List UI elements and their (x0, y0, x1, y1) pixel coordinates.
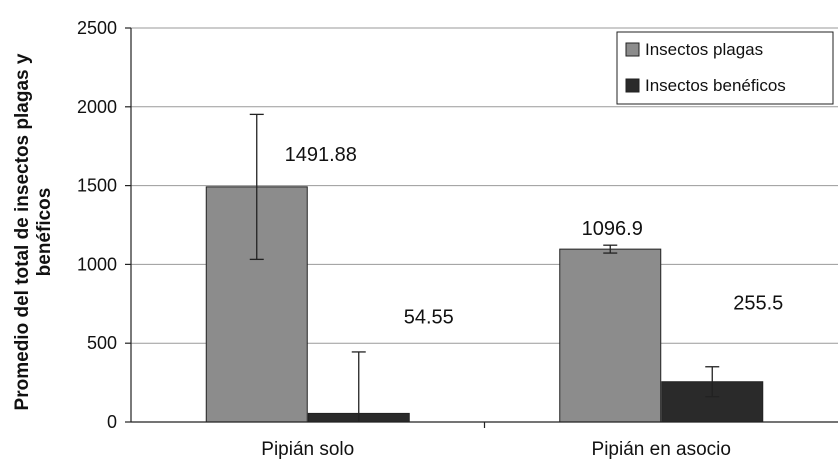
y-tick-label: 0 (107, 412, 117, 432)
data-label: 255.5 (733, 293, 783, 315)
y-axis-label-line-1: Promedio del total de insectos plagas y (12, 53, 33, 410)
y-tick-labels: 0 500 1000 1500 2000 2500 (77, 18, 117, 432)
data-label: 1491.88 (285, 144, 357, 166)
data-label: 1096.9 (582, 218, 643, 240)
x-category-label: Pipián en asocio (592, 439, 731, 460)
bars (205, 186, 764, 423)
y-tick-label: 1500 (77, 176, 117, 196)
y-tick-label: 1000 (77, 254, 117, 274)
x-category-labels: Pipián solo Pipián en asocio (261, 439, 731, 460)
legend-swatch-insectos-beneficos (625, 78, 640, 93)
legend: Insectos plagas Insectos benéficos (616, 31, 834, 105)
bar (559, 248, 662, 423)
y-axis-label: Promedio del total de insectos plagas y … (12, 53, 55, 410)
legend-swatch-insectos-plagas (625, 42, 640, 57)
legend-label-insectos-beneficos: Insectos benéficos (645, 76, 786, 95)
x-category-label: Pipián solo (261, 439, 354, 460)
legend-box (616, 31, 834, 105)
y-axis-label-line-2: benéficos (34, 188, 55, 277)
data-label: 54.55 (404, 306, 454, 328)
axes (125, 27, 838, 428)
legend-label-insectos-plagas: Insectos plagas (645, 40, 763, 59)
y-tick-label: 2000 (77, 97, 117, 117)
y-tick-label: 500 (87, 333, 117, 353)
data-labels: 1491.88 54.55 1096.9 255.5 (285, 144, 784, 329)
error-bars (249, 113, 720, 422)
y-tick-label: 2500 (77, 18, 117, 38)
